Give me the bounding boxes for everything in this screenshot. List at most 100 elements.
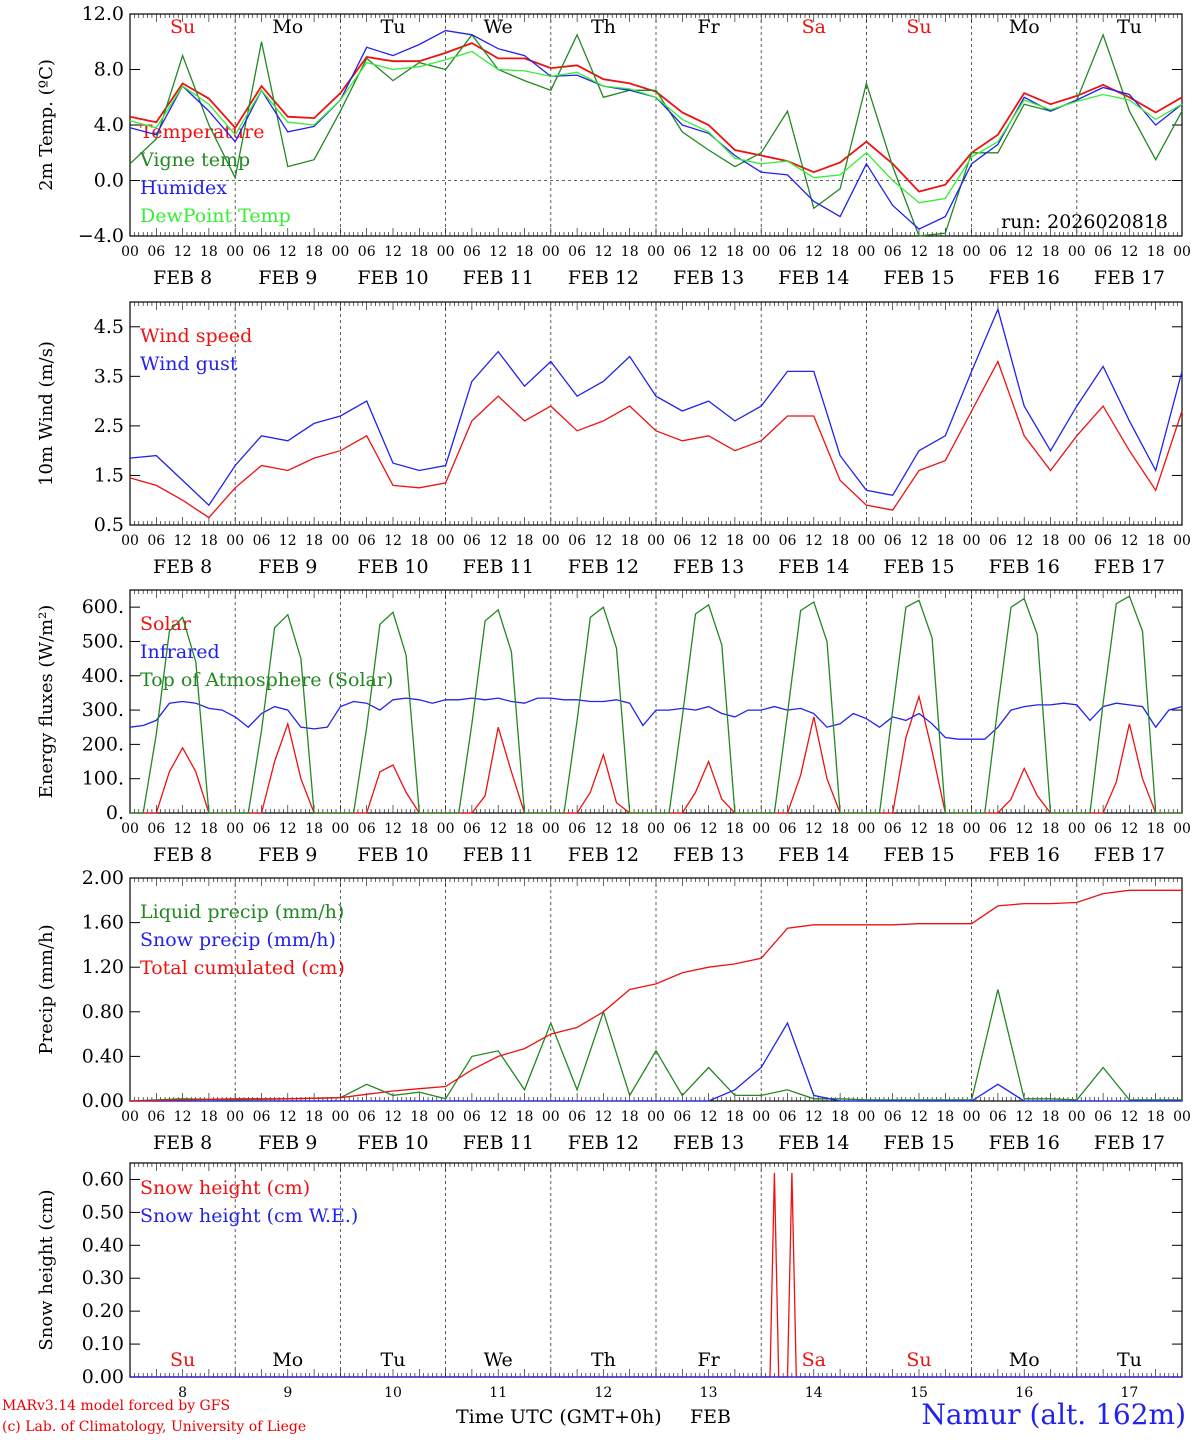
x-day-label: FEB 16	[989, 844, 1060, 866]
x-hour-label: 12	[594, 244, 612, 260]
x-hour-label: 00	[542, 821, 560, 837]
x-hour-label: 18	[200, 244, 218, 260]
x-day-label: FEB 17	[1094, 844, 1165, 866]
x-hour-label: 12	[489, 533, 507, 549]
y-tick-label: 0.60	[82, 1168, 124, 1190]
weekday-label-top: Tu	[1117, 16, 1142, 38]
x-hour-label: 00	[542, 244, 560, 260]
x-day-label: FEB 11	[463, 556, 534, 578]
x-hour-label: 06	[147, 821, 165, 837]
legend-entry: Wind speed	[140, 325, 252, 347]
x-hour-label: 06	[673, 1109, 691, 1125]
x-hour-label: 12	[489, 1109, 507, 1125]
x-hour-label: 12	[700, 244, 718, 260]
y-tick-label: 0.00	[82, 1366, 124, 1388]
x-day-label: FEB 12	[568, 1132, 639, 1154]
x-hour-label: 12	[594, 821, 612, 837]
legend-entry: Vigne temp	[139, 149, 250, 171]
y-tick-label: 500.	[82, 630, 124, 652]
y-tick-label: 2.5	[94, 415, 124, 437]
x-hour-label: 12	[174, 1109, 192, 1125]
x-hour-label: 00	[1068, 244, 1086, 260]
x-day-label: FEB 10	[357, 844, 428, 866]
legend-entry: Top of Atmosphere (Solar)	[140, 669, 393, 691]
x-hour-label: 12	[910, 821, 928, 837]
y-tick-label: 0.0	[94, 170, 124, 192]
x-hour-label: 18	[621, 244, 639, 260]
x-hour-label: 00	[857, 821, 875, 837]
y-tick-label: 600.	[82, 596, 124, 618]
x-hour-label: 00	[1173, 821, 1191, 837]
x-axis-month: FEB	[690, 1406, 731, 1428]
x-hour-label: 00	[331, 244, 349, 260]
series-line-infrared	[129, 697, 1183, 740]
legend-entry: Solar	[140, 613, 192, 635]
x-day-label: FEB 15	[883, 267, 954, 289]
x-hour-label: 18	[936, 533, 954, 549]
y-axis-label: Precip (mm/h)	[36, 924, 57, 1054]
weekday-label-top: Th	[591, 16, 616, 38]
x-hour-label: 18	[621, 821, 639, 837]
x-hour-label: 18	[200, 1109, 218, 1125]
x-day-label: FEB 17	[1094, 1132, 1165, 1154]
x-hour-label: 12	[384, 244, 402, 260]
x-hour-label: 12	[805, 533, 823, 549]
x-day-label: FEB 16	[989, 267, 1060, 289]
x-hour-label: 00	[857, 533, 875, 549]
x-day-label: FEB 13	[673, 267, 744, 289]
x-hour-label: 00	[647, 533, 665, 549]
x-hour-label: 18	[726, 244, 744, 260]
x-hour-label: 06	[884, 821, 902, 837]
x-hour-label: 00	[1068, 821, 1086, 837]
x-hour-label: 00	[647, 1109, 665, 1125]
x-day-label: FEB 17	[1094, 267, 1165, 289]
y-tick-label: 400.	[82, 665, 124, 687]
weekday-label-top: Mo	[1009, 16, 1040, 38]
x-hour-label: 18	[410, 821, 428, 837]
x-hour-label: 00	[647, 821, 665, 837]
x-hour-label: 00	[752, 821, 770, 837]
series-line-top-of-atmosphere-solar-	[130, 595, 1182, 814]
x-hour-label: 00	[331, 821, 349, 837]
x-hour-label: 18	[410, 244, 428, 260]
series-line-snow-precip-mm-h-	[130, 1021, 1182, 1102]
run-label: run: 2026020818	[1001, 211, 1168, 233]
x-hour-label: 00	[963, 1109, 981, 1125]
y-axis-label: Snow height (cm)	[36, 1189, 57, 1350]
x-hour-label: 06	[568, 533, 586, 549]
x-hour-label: 18	[831, 533, 849, 549]
x-hour-label: 06	[779, 244, 797, 260]
x-day-label: FEB 8	[153, 1132, 212, 1154]
x-hour-label: 00	[752, 244, 770, 260]
x-day-number: 10	[384, 1385, 402, 1401]
x-hour-label: 12	[1120, 821, 1138, 837]
x-hour-label: 06	[358, 533, 376, 549]
y-tick-label: 2.00	[82, 867, 124, 889]
x-hour-label: 18	[305, 244, 323, 260]
x-hour-label: 00	[121, 244, 139, 260]
x-hour-label: 06	[253, 244, 271, 260]
x-hour-label: 06	[989, 533, 1007, 549]
x-hour-label: 00	[331, 533, 349, 549]
x-hour-label: 00	[226, 1109, 244, 1125]
x-day-number: 15	[910, 1385, 928, 1401]
x-day-label: FEB 12	[568, 267, 639, 289]
x-hour-label: 18	[200, 533, 218, 549]
legend-entry: Snow height (cm)	[140, 1177, 310, 1199]
footer-lab-credit: (c) Lab. of Climatology, University of L…	[2, 1419, 307, 1435]
x-hour-label: 18	[936, 821, 954, 837]
weekday-label-top: Su	[170, 16, 195, 38]
x-day-number: 11	[489, 1385, 507, 1401]
x-hour-label: 12	[279, 821, 297, 837]
x-hour-label: 18	[305, 821, 323, 837]
x-hour-label: 12	[174, 821, 192, 837]
x-day-number: 12	[594, 1385, 612, 1401]
plot-frame-2	[129, 589, 1183, 814]
x-hour-label: 06	[147, 533, 165, 549]
x-hour-label: 18	[1042, 244, 1060, 260]
legend-entry: DewPoint Temp	[140, 205, 291, 227]
x-hour-label: 06	[253, 533, 271, 549]
y-tick-label: 0.	[106, 802, 124, 824]
x-hour-label: 00	[542, 533, 560, 549]
x-day-label: FEB 13	[673, 1132, 744, 1154]
